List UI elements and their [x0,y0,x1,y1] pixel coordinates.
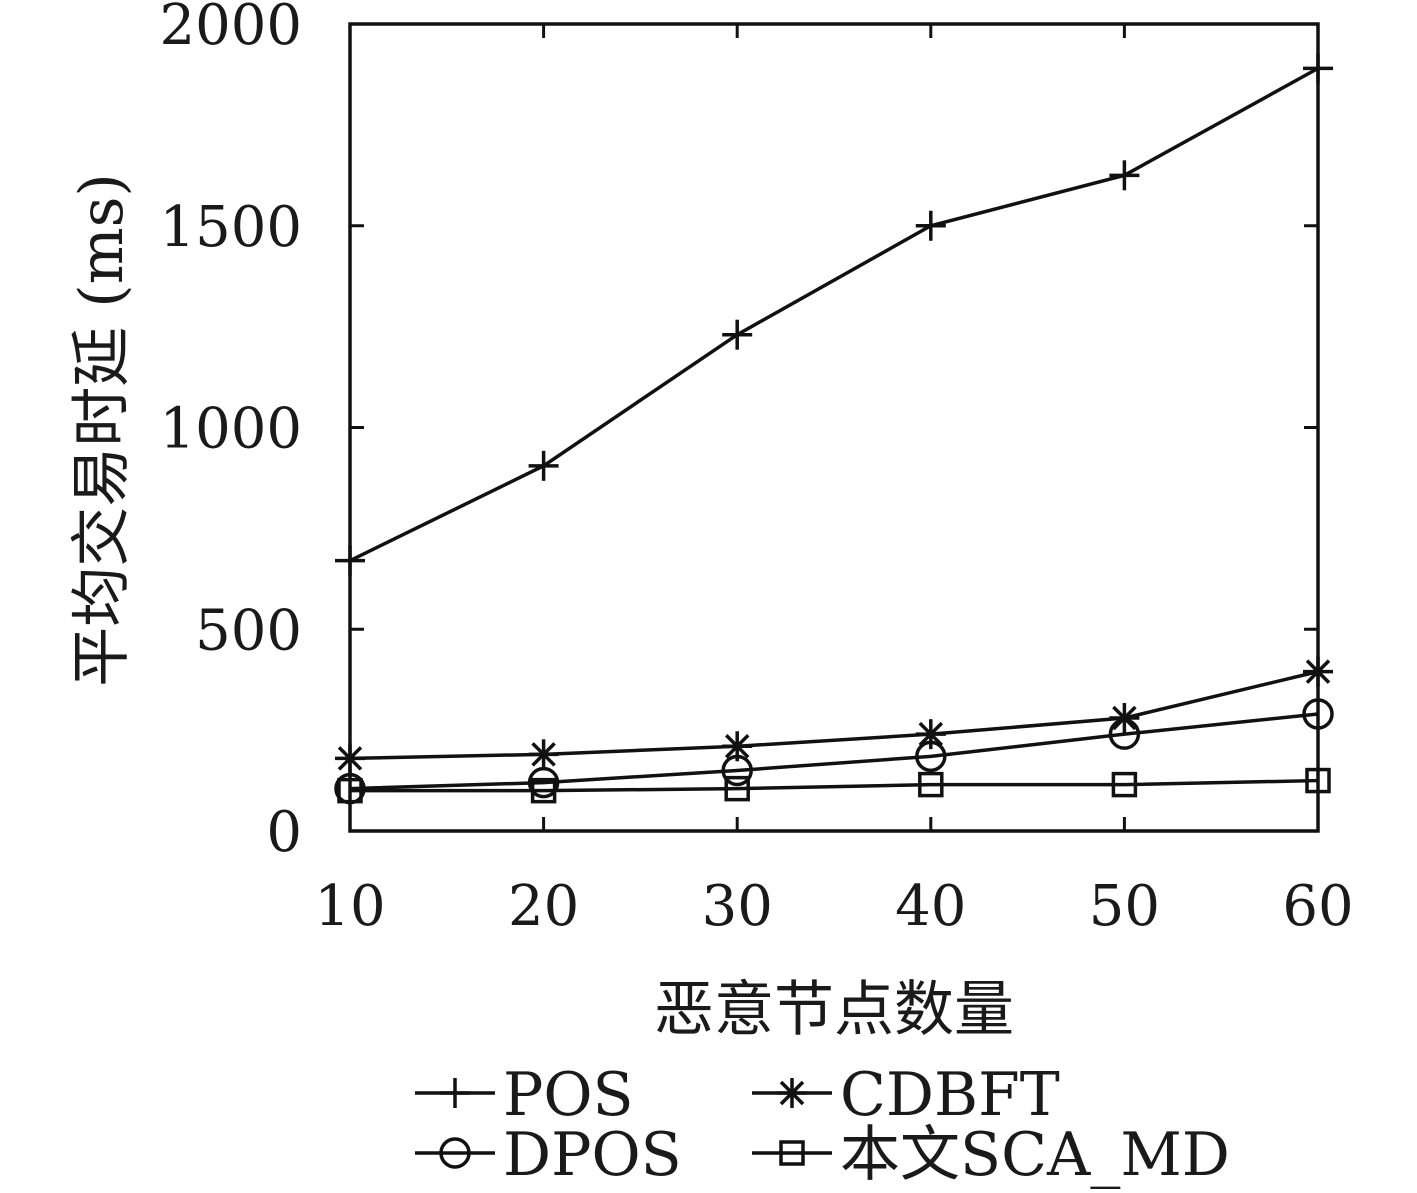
data-point-circle [439,1137,471,1169]
x-tick-label: 10 [314,874,385,939]
data-point-square [1305,767,1331,794]
legend-label: POS [503,1060,634,1130]
series-group [334,53,1334,805]
y-tick-label: 0 [266,800,302,865]
legend-label: 本文SCA_MD [840,1120,1230,1190]
legend-item: DPOS [415,1120,682,1190]
series-line [349,66,1319,563]
legend-item: POS [415,1060,634,1130]
series-line [349,712,1319,791]
data-point-star [1109,703,1140,734]
data-point-plus [915,210,946,241]
series-line [350,778,1319,793]
legend-item: 本文SCA_MD [752,1120,1230,1190]
data-point-star [915,719,946,750]
data-point-star [335,743,365,774]
x-axis-title: 恶意节点数量 [654,975,1014,1045]
x-tick-label: 50 [1089,874,1160,939]
data-point-star [777,1078,807,1108]
x-tick-label: 40 [895,874,966,939]
data-point-circle [915,740,947,773]
data-point-square [918,771,944,798]
legend-label: DPOS [503,1120,682,1190]
data-point-plus [1109,160,1140,191]
legend-label: CDBFT [840,1060,1060,1130]
x-tick-label: 60 [1282,874,1353,939]
plot-frame [348,22,1320,833]
x-tick-label: 30 [702,874,773,939]
series-POS [335,53,1333,576]
data-point-circle [527,766,560,799]
legend: POS CDBFT DPOS 本文SCA_MD [415,1060,1230,1190]
data-point-square [530,777,557,804]
y-axis-title: 平均交易时延 (ms) [67,173,137,687]
data-point-square [779,1140,805,1166]
data-point-square [1111,771,1138,798]
series-DPOS [334,698,1334,805]
data-point-plus [722,319,753,350]
data-point-plus [1303,53,1333,84]
data-point-circle [1108,718,1141,750]
axis-ticks [348,22,1320,833]
y-tick-label: 1000 [159,397,302,462]
data-point-plus [335,545,365,576]
data-point-plus [528,450,559,481]
series-line [349,669,1319,761]
data-point-star [528,739,559,770]
x-tick-label: 20 [508,874,579,939]
y-tick-label: 1500 [159,195,302,260]
series-本文SCA_MD [337,767,1331,804]
data-point-square [724,775,750,802]
data-point-plus [440,1078,470,1108]
tick-labels: 0 500 1000 1500 2000 10 20 30 40 50 60 [159,0,1353,939]
legend-item: CDBFT [752,1060,1060,1130]
data-point-star [1303,656,1333,687]
data-point-circle [1302,698,1334,730]
y-tick-label: 500 [195,598,302,663]
data-point-circle [721,754,753,787]
y-tick-label: 2000 [159,0,302,58]
data-point-square [337,777,363,804]
series-CDBFT [335,656,1333,774]
